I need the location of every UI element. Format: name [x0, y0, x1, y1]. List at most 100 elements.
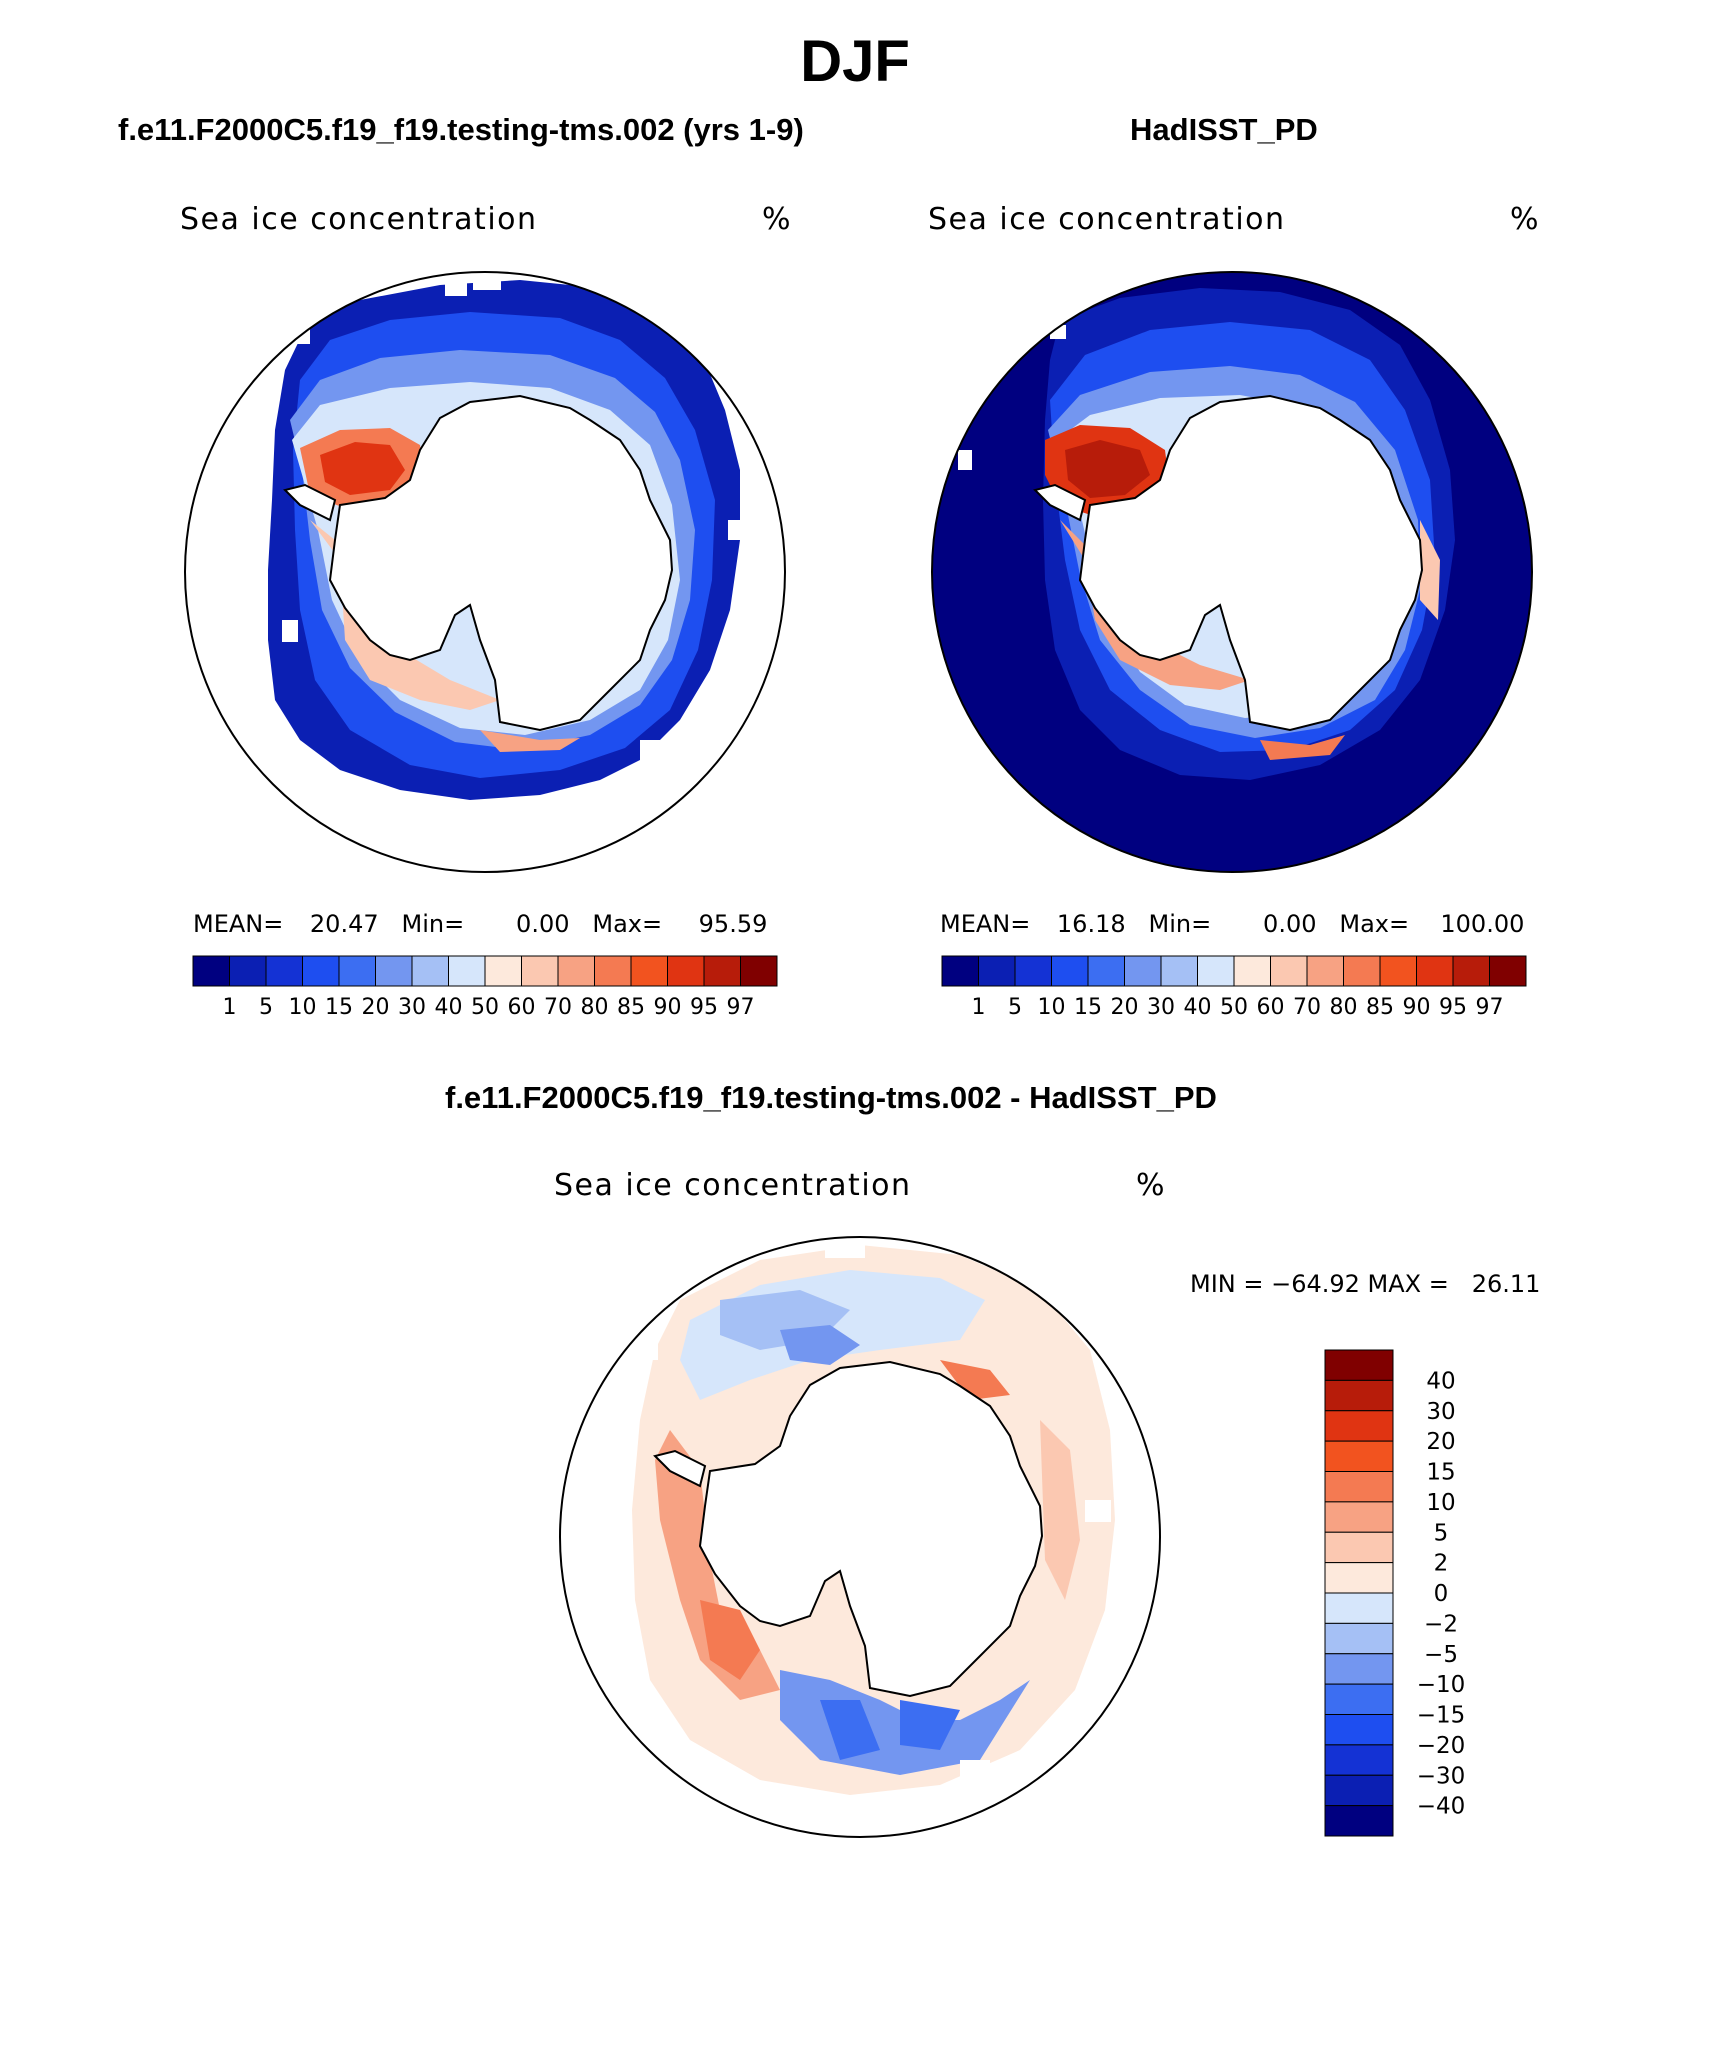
colorbar-tick-label: 10	[1426, 1490, 1455, 1516]
colorbar-tick-label: 40	[435, 995, 463, 1020]
map-diff	[559, 1236, 1161, 1838]
units-label-model: %	[762, 202, 793, 237]
max-label: Max=	[592, 910, 663, 938]
colorbar-swatch	[1051, 955, 1089, 987]
minmax-diff: MIN = −64.92 MAX = 26.11	[1190, 1270, 1541, 1298]
colorbar-swatch	[978, 955, 1016, 987]
colorbar-tick-label: −5	[1424, 1642, 1458, 1668]
max-value: 100.00	[1440, 910, 1525, 938]
colorbar-swatch	[521, 955, 559, 987]
colorbar-swatch	[1452, 955, 1490, 987]
colorbar-swatch	[1014, 955, 1052, 987]
mean-label: MEAN=	[193, 910, 284, 938]
colorbar-tick-label: 20	[362, 995, 390, 1020]
colorbar-swatch	[1416, 955, 1454, 987]
colorbar-swatch	[375, 955, 413, 987]
colorbar-swatch	[192, 955, 230, 987]
colorbar-swatch	[1124, 955, 1162, 987]
panel-title-obs: HadISST_PD	[1130, 112, 1318, 147]
colorbar-swatch	[1324, 1653, 1394, 1685]
colorbar-swatch	[630, 955, 668, 987]
colorbar-tick-label: 0	[1434, 1581, 1449, 1607]
colorbar-swatch	[265, 955, 303, 987]
colorbar-tick-label: 10	[1038, 995, 1066, 1020]
colorbar-tick-label: −10	[1417, 1672, 1466, 1698]
colorbar-swatch	[1324, 1349, 1394, 1381]
units-label-diff: %	[1136, 1168, 1167, 1203]
colorbar-tick-label: 70	[1293, 995, 1321, 1020]
colorbar-tick-label: 10	[289, 995, 317, 1020]
colorbar-swatch	[1324, 1379, 1394, 1412]
colorbar-tick-label: 2	[1434, 1551, 1449, 1577]
stats-obs: MEAN= 16.18 Min= 0.00 Max= 100.00	[940, 910, 1524, 938]
colorbar-tick-label: 97	[1476, 995, 1504, 1020]
colorbar-swatch	[594, 955, 632, 987]
colorbar-tick-label: 20	[1426, 1429, 1455, 1455]
colorbar-tick-label: −15	[1417, 1703, 1466, 1729]
colorbar-swatch	[1324, 1531, 1394, 1564]
colorbar-tick-label: 80	[1330, 995, 1358, 1020]
colorbar-tick-label: 97	[727, 995, 755, 1020]
colorbar-tick-label: 1	[972, 995, 986, 1020]
colorbar-tick-label: 50	[471, 995, 499, 1020]
colorbar-swatch	[1379, 955, 1417, 987]
map-obs	[931, 271, 1533, 873]
colorbar-swatch	[667, 955, 705, 987]
colorbar-tick-label: 20	[1111, 995, 1139, 1020]
colorbar-swatch	[557, 955, 595, 987]
colorbar-swatch	[1324, 1805, 1394, 1837]
min-label: Min=	[1148, 910, 1212, 938]
colorbar-swatch	[1233, 955, 1271, 987]
antarctica-coastline	[698, 1360, 1044, 1698]
colorbar-swatch	[1324, 1774, 1394, 1807]
colorbar-obs: 1 5 10 15 20 30 40 50 60 70 80 85 90 95 97	[941, 955, 1527, 1020]
variable-label-obs: Sea ice concentration	[928, 202, 1286, 237]
colorbar-tick-label: 5	[259, 995, 273, 1020]
panel-title-diff: f.e11.F2000C5.f19_f19.testing-tms.002 - …	[445, 1080, 1217, 1115]
colorbar-swatch	[1197, 955, 1235, 987]
colorbar-swatch	[1324, 1410, 1394, 1442]
mean-value: 16.18	[1056, 910, 1126, 938]
colorbar-tick-label: 30	[398, 995, 426, 1020]
colorbar-tick-label: 30	[1147, 995, 1175, 1020]
colorbar-swatch	[1324, 1744, 1394, 1776]
panel-title-model: f.e11.F2000C5.f19_f19.testing-tms.002 (y…	[118, 112, 804, 147]
mean-label: MEAN=	[940, 910, 1031, 938]
colorbar-tick-label: 5	[1008, 995, 1022, 1020]
colorbar-tick-label: 30	[1426, 1399, 1455, 1425]
colorbar-swatch	[1489, 955, 1527, 987]
map-model	[184, 271, 786, 873]
colorbar-swatch	[484, 955, 522, 987]
colorbar-swatch	[1343, 955, 1381, 987]
colorbar-swatch	[1324, 1440, 1394, 1472]
variable-label-model: Sea ice concentration	[180, 202, 538, 237]
colorbar-tick-label: −30	[1417, 1763, 1466, 1789]
colorbar-swatch	[1324, 1471, 1394, 1503]
min-value: 0.00	[1263, 910, 1317, 938]
colorbar-tick-label: 15	[325, 995, 353, 1020]
colorbar-swatch	[1160, 955, 1198, 987]
colorbar-swatch	[1324, 1683, 1394, 1715]
colorbar-tick-label: 15	[1426, 1460, 1455, 1486]
min-label: Min=	[401, 910, 465, 938]
colorbar-swatch	[1324, 1562, 1394, 1594]
colorbar-tick-label: 50	[1220, 995, 1248, 1020]
max-value: 95.59	[698, 910, 768, 938]
mean-value: 20.47	[309, 910, 379, 938]
colorbar-swatch	[302, 955, 340, 987]
min-value: 0.00	[516, 910, 570, 938]
colorbar-swatch	[740, 955, 778, 987]
colorbar-tick-label: 40	[1426, 1368, 1455, 1394]
colorbar-swatch	[1270, 955, 1308, 987]
colorbar-tick-label: 5	[1434, 1520, 1449, 1546]
colorbar-tick-label: 95	[1439, 995, 1467, 1020]
colorbar-tick-label: −20	[1417, 1733, 1466, 1759]
variable-label-diff: Sea ice concentration	[554, 1168, 912, 1203]
max-label: Max=	[1339, 910, 1410, 938]
colorbar-tick-label: 85	[1366, 995, 1394, 1020]
colorbar-swatch	[448, 955, 486, 987]
colorbar-tick-label: 90	[1403, 995, 1431, 1020]
units-label-obs: %	[1510, 202, 1541, 237]
